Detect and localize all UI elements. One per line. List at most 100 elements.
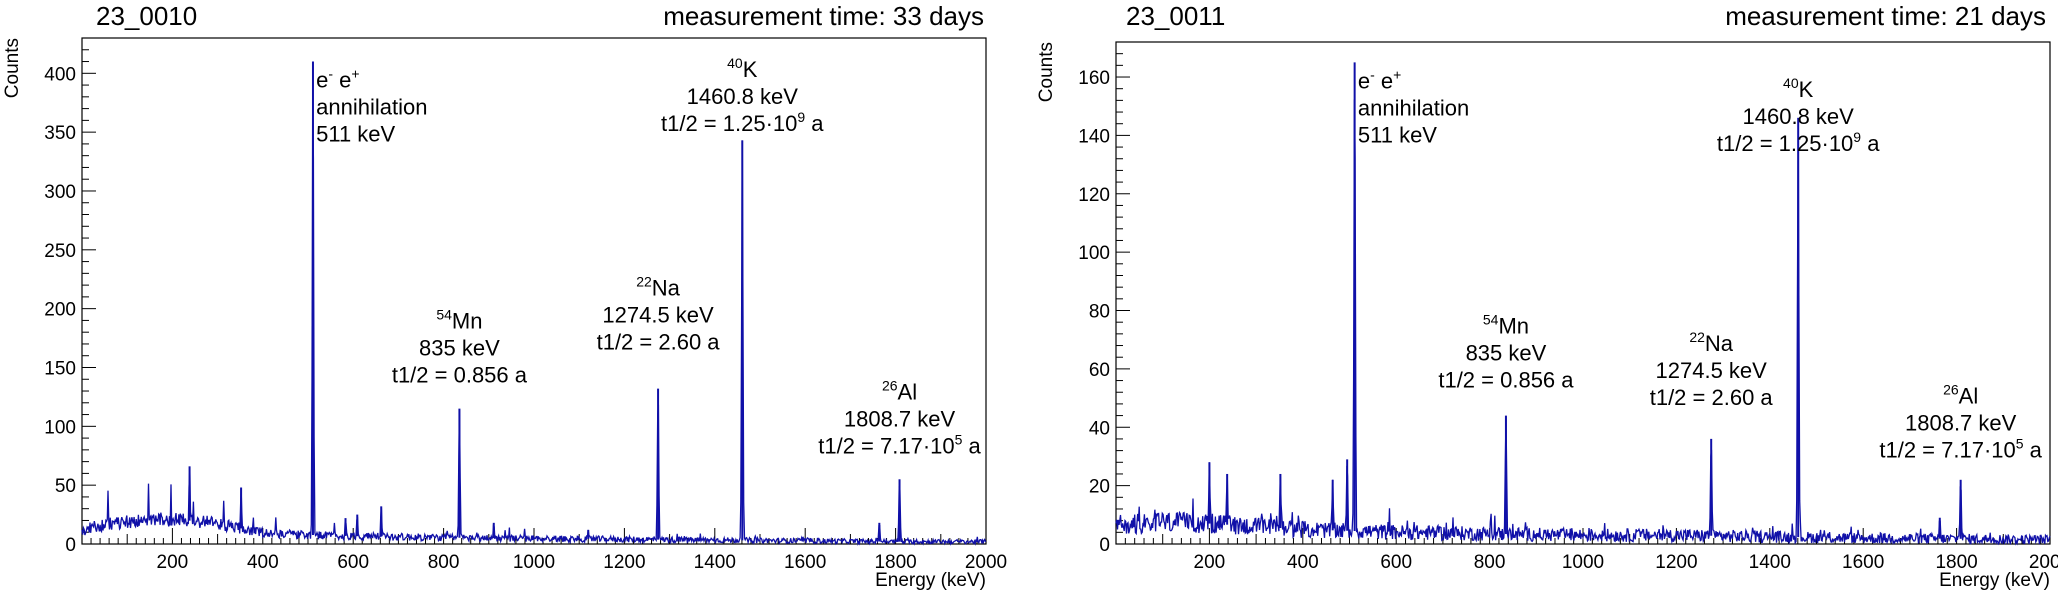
spectrum-series — [1115, 99, 2051, 546]
half-life-exponent: 9 — [797, 109, 805, 125]
x-tick-label: 1600 — [1842, 552, 1884, 573]
y-tick-label: 40 — [1089, 418, 1110, 439]
annotation-text: t1/2 = 2.60 a — [1650, 385, 1774, 410]
y-tick-label: 160 — [1078, 68, 1110, 89]
isotope-mass-number: 54 — [1483, 311, 1499, 327]
y-tick-label: 100 — [44, 417, 76, 438]
x-tick-label: 1800 — [874, 552, 916, 573]
isotope-mass-number: 54 — [436, 307, 452, 323]
y-tick-label: 50 — [55, 476, 76, 497]
annotation-text: 835 keV — [419, 336, 500, 361]
annotation-text: 1274.5 keV — [602, 303, 714, 328]
annotation-text: t1/2 = 0.856 a — [1438, 367, 1574, 392]
x-tick-label: 2000 — [965, 552, 1007, 573]
annotation-line: 26Al — [1943, 381, 1978, 408]
isotope-mass-number: 26 — [882, 377, 898, 393]
isotope-symbol: K — [1799, 77, 1814, 102]
y-tick-label: 120 — [1078, 185, 1110, 206]
x-tick-label: 1000 — [1562, 552, 1604, 573]
particle-charge: + — [351, 65, 359, 81]
y-tick-label: 350 — [44, 123, 76, 144]
half-life-exponent: 9 — [1853, 129, 1861, 145]
chart-subtitle: measurement time: 21 days — [1725, 1, 2046, 31]
plot-frame — [1115, 41, 2051, 545]
annotation-line: 26Al — [882, 377, 917, 404]
annotation-text: 1460.8 keV — [687, 84, 799, 109]
x-tick-label: 1200 — [1655, 552, 1697, 573]
x-axis-label: Energy (keV) — [875, 570, 986, 590]
annotation-text: 1808.7 keV — [1905, 410, 2017, 435]
isotope-mass-number: 40 — [727, 55, 743, 71]
annotation-text: t1/2 = 2.60 a — [597, 330, 721, 355]
annotation-text: t1/2 = 1.25·10 — [1717, 131, 1853, 156]
annotation-line: t1/2 = 7.17·105 a — [1879, 435, 2042, 462]
annotation-line: e- e+ — [316, 65, 359, 92]
chart-subtitle: measurement time: 33 days — [663, 1, 984, 31]
annotation-line: 511 keV — [1358, 122, 1437, 147]
particle-charge: + — [1393, 66, 1401, 82]
half-life-unit: a — [805, 111, 824, 136]
annotation-text: e — [333, 67, 351, 92]
particle-charge: - — [1370, 66, 1375, 82]
x-tick-label: 800 — [428, 552, 460, 573]
isotope-symbol: Na — [652, 276, 681, 301]
annotation-line: t1/2 = 0.856 a — [392, 363, 528, 388]
annotation-line: 1460.8 keV — [1743, 104, 1855, 129]
chart-title: 23_0011 — [1126, 1, 1225, 31]
annotation-text: e — [316, 67, 328, 92]
y-tick-label: 250 — [44, 241, 76, 262]
annotation-line: t1/2 = 2.60 a — [597, 330, 721, 355]
x-tick-label: 1400 — [694, 552, 736, 573]
annotation-line: t1/2 = 1.25·109 a — [1717, 129, 1880, 156]
annotation-text: 835 keV — [1466, 340, 1547, 365]
annotation-text: annihilation — [316, 94, 427, 119]
x-tick-label: 800 — [1474, 552, 1506, 573]
annotation-line: t1/2 = 1.25·109 a — [661, 109, 824, 136]
annotation-line: annihilation — [1358, 95, 1469, 120]
half-life-exponent: 5 — [2016, 435, 2024, 451]
y-tick-label: 150 — [44, 358, 76, 379]
annotation-line: t1/2 = 0.856 a — [1438, 367, 1574, 392]
annotation-text: annihilation — [1358, 95, 1469, 120]
half-life-unit: a — [1861, 131, 1880, 156]
half-life-unit: a — [2024, 437, 2043, 462]
isotope-mass-number: 40 — [1783, 75, 1799, 91]
annotation-line: 511 keV — [316, 121, 395, 146]
annotation-text: 1460.8 keV — [1743, 104, 1855, 129]
y-tick-label: 100 — [1078, 243, 1110, 264]
isotope-symbol: Mn — [452, 309, 483, 334]
x-tick-label: 600 — [337, 552, 369, 573]
spectrum-chart-23-0010: 23_0010 measurement time: 33 days 0 50 100 15… — [0, 0, 1010, 591]
x-tick-label: 1400 — [1749, 552, 1791, 573]
chart-svg-23-0010: 23_0010 measurement time: 33 days 0 50 100 15… — [2, 1, 1007, 591]
x-tick-label: 400 — [1287, 552, 1319, 573]
spectrum-series — [81, 98, 987, 546]
isotope-symbol: Al — [898, 379, 918, 404]
annotation-line: 54Mn — [436, 307, 482, 334]
annotation-line: 22Na — [1689, 329, 1733, 356]
y-tick-label: 0 — [65, 535, 76, 556]
annotation-text: t1/2 = 7.17·10 — [818, 433, 954, 458]
annotation-text: 511 keV — [1358, 122, 1437, 147]
annotation-text: 1808.7 keV — [844, 406, 956, 431]
annotation-line: 1808.7 keV — [844, 406, 956, 431]
half-life-exponent: 5 — [955, 431, 963, 447]
particle-charge: - — [328, 65, 333, 81]
isotope-mass-number: 22 — [636, 274, 652, 290]
isotope-symbol: K — [743, 57, 758, 82]
isotope-symbol: Mn — [1498, 313, 1529, 338]
half-life-unit: a — [962, 433, 981, 458]
y-tick-label: 80 — [1089, 302, 1110, 323]
spectrum-chart-23-0011: 23_0011 measurement time: 21 days 0 20 40 60 8… — [1030, 0, 2058, 591]
y-axis-label: Counts — [2, 38, 23, 98]
x-tick-label: 1600 — [784, 552, 826, 573]
annotation-text: t1/2 = 7.17·10 — [1879, 437, 2015, 462]
annotation-line: 1274.5 keV — [602, 303, 714, 328]
annotation-line: 40K — [727, 55, 758, 82]
x-tick-label: 400 — [247, 552, 279, 573]
annotation-text: 511 keV — [316, 121, 395, 146]
